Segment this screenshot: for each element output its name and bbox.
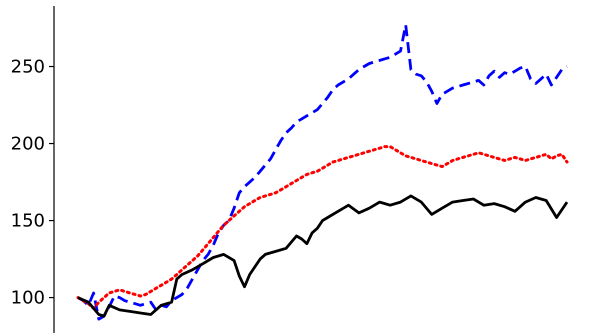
plot-area <box>76 23 569 321</box>
y-tick-label-100: 100 <box>11 288 45 309</box>
series-line-2 <box>76 145 569 310</box>
series-line-3 <box>77 194 569 318</box>
series-line-1 <box>77 23 568 321</box>
axes-layer: 100 150 200 250 <box>11 6 55 333</box>
y-tick-label-250: 250 <box>11 57 45 78</box>
y-tick-label-200: 200 <box>11 134 45 155</box>
y-tick-label-150: 150 <box>11 211 45 232</box>
